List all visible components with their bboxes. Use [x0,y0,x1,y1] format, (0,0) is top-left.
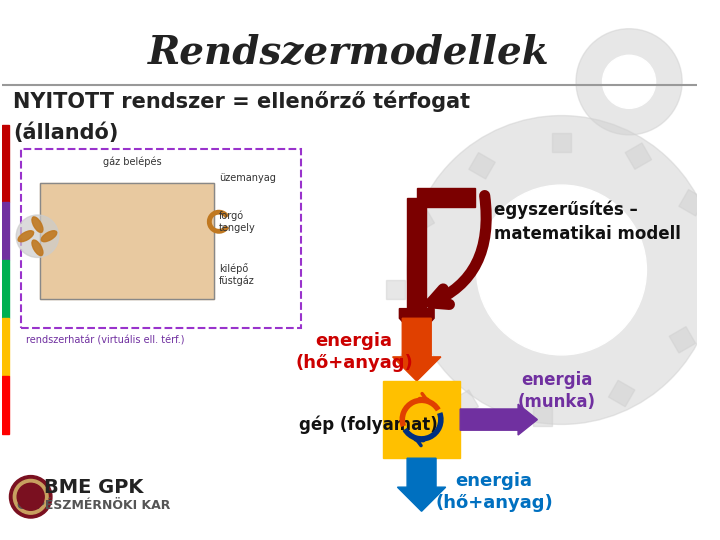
FancyArrow shape [397,458,446,511]
Circle shape [17,483,44,510]
Ellipse shape [32,217,43,232]
Text: energia
(hő+anyag): energia (hő+anyag) [295,332,413,372]
Text: NYITOTT rendszer = ellenőrző térfogat: NYITOTT rendszer = ellenőrző térfogat [13,90,470,112]
Circle shape [407,116,716,424]
Text: Rendszermodellek: Rendszermodellek [148,34,550,72]
Bar [1,376,9,434]
Text: egyszerűsítés –
matematikai modell: egyszerűsítés – matematikai modell [494,201,681,243]
Bar [386,280,405,299]
Text: rendszerhatár (virtuális ell. térf.): rendszerhatár (virtuális ell. térf.) [26,335,184,346]
Text: gáz belépés: gáz belépés [103,157,162,167]
Bar [383,381,460,458]
Bar [469,153,495,179]
Circle shape [9,476,52,518]
Bar [679,190,706,216]
Text: forgó
tengely: forgó tengely [219,211,256,233]
Bar [1,125,9,202]
FancyArrow shape [460,404,537,435]
Bar [1,202,9,260]
Bar [407,198,426,308]
Circle shape [603,55,656,109]
Bar [552,133,571,152]
Bar [608,380,635,407]
Circle shape [13,480,48,514]
Circle shape [477,185,647,355]
Text: gép (folyamat): gép (folyamat) [299,415,438,434]
FancyArrow shape [392,318,441,381]
Circle shape [17,215,58,258]
Bar [533,407,552,427]
Text: GÉPÉSZMÉRNÖKI KAR: GÉPÉSZMÉRNÖKI KAR [17,499,170,512]
Text: energia
(hő+anyag): energia (hő+anyag) [435,472,553,512]
Bar [625,143,652,170]
Bar [417,188,474,207]
Bar [1,260,9,318]
Text: üzemanyag: üzemanyag [219,173,276,183]
Bar [40,183,214,299]
Ellipse shape [18,231,34,242]
Bar [698,260,718,280]
Ellipse shape [41,231,57,242]
Bar [670,327,696,353]
Bar [452,390,479,416]
Circle shape [576,29,682,135]
Ellipse shape [32,240,43,255]
Bar [398,343,425,370]
Text: kilépő
füstgáz: kilépő füstgáz [219,263,255,286]
Text: BME GPK: BME GPK [44,478,143,497]
Text: energia
(munka): energia (munka) [518,370,595,411]
Bar [1,318,9,376]
Text: (állandó): (állandó) [13,123,119,143]
Bar [40,183,214,299]
FancyArrow shape [400,308,434,338]
Bar [408,206,434,233]
